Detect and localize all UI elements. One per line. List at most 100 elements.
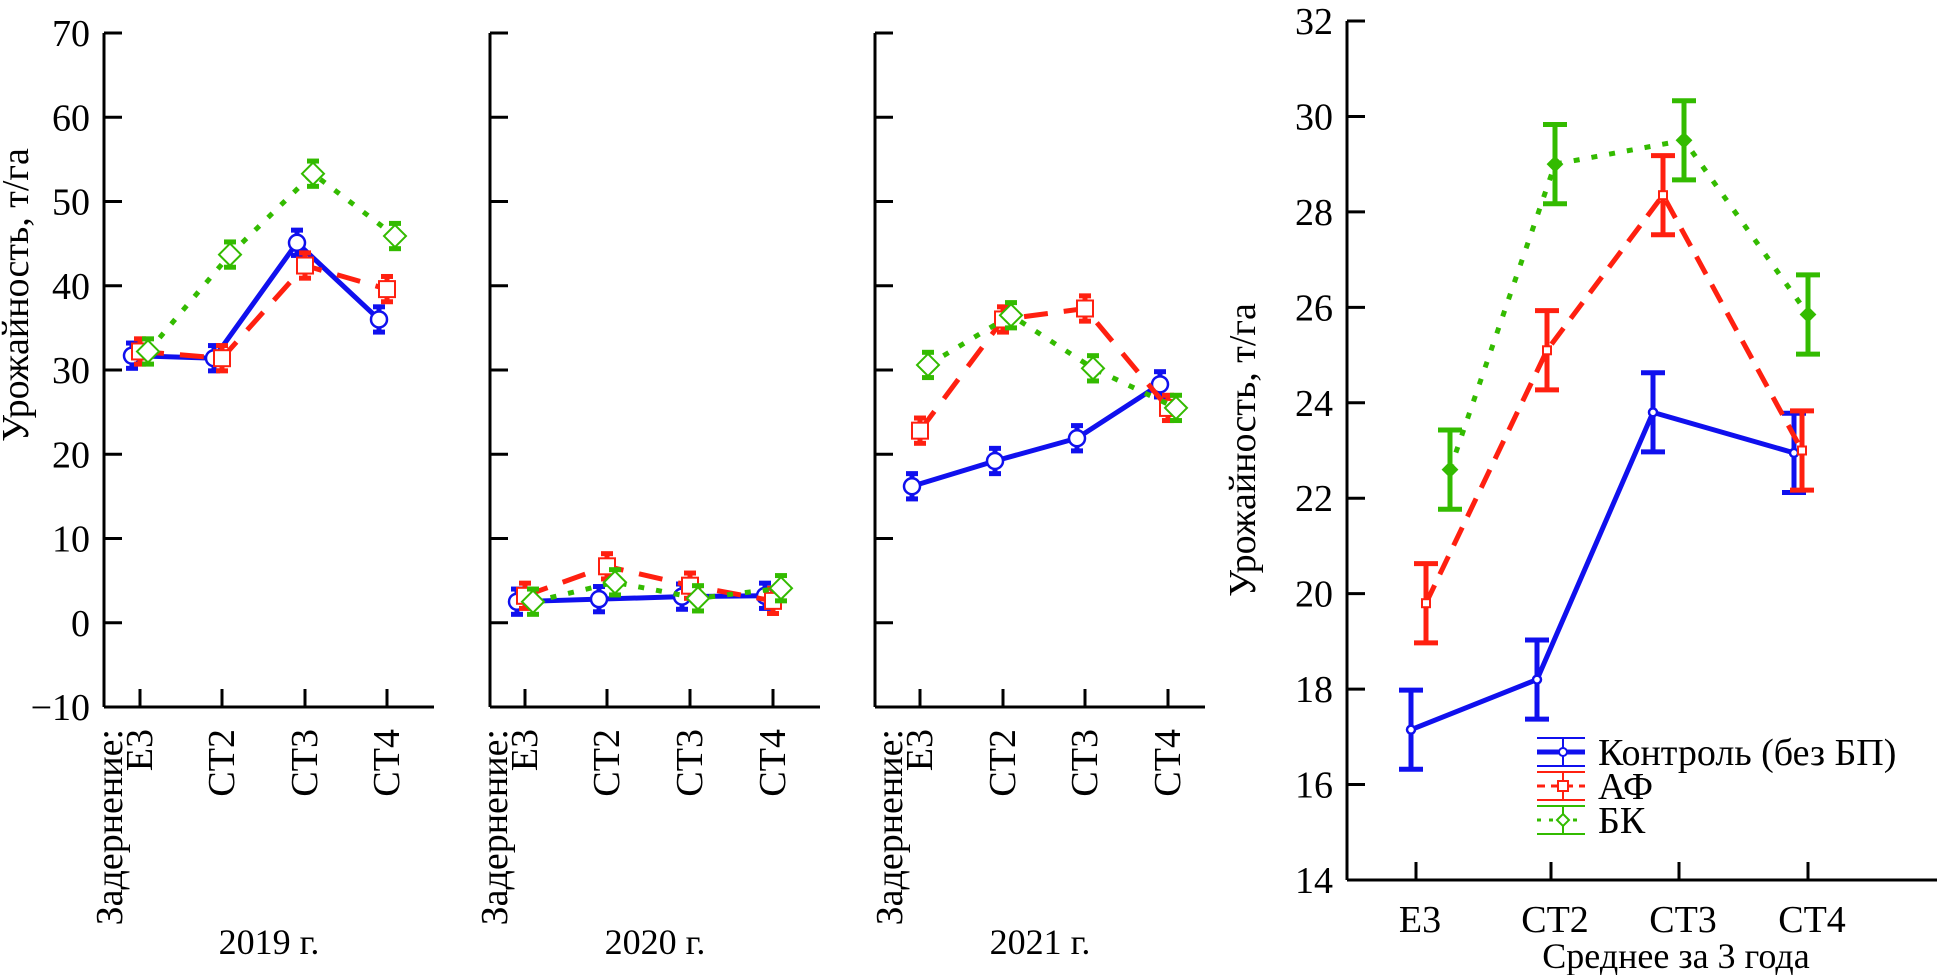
x-axis-title: Среднее за 3 года [1542,936,1809,975]
x-axis-title: 2021 г. [990,922,1091,962]
x-category-label: Е3 [119,729,161,771]
data-point [1076,299,1094,318]
series-af [1414,153,1814,646]
data-point [300,161,326,187]
data-point [296,256,314,275]
data-point [1163,395,1189,421]
legend-marker-diamond-icon [1555,812,1571,828]
data-point [1797,445,1807,456]
x-axis-title: 2019 г. [219,922,320,962]
data-point [1658,190,1668,201]
x-category-label: СТ4 [1147,729,1189,797]
series-line [1423,190,1805,605]
y-tick-label: 0 [71,603,90,645]
data-point [1542,345,1552,356]
y-tick-label: 20 [1295,574,1333,616]
legend-label: Контроль (без БП) [1598,732,1896,774]
series-bk [1438,98,1820,512]
series-bk [135,158,408,367]
series-control [122,227,389,374]
data-point [382,223,408,249]
data-point [213,349,231,368]
y-tick-label: 30 [1295,96,1333,138]
series-bk [520,567,794,617]
x-category-label: СТ4 [366,729,408,797]
x-category-label: СТ3 [669,729,711,797]
x-category-label: СТ2 [586,729,628,797]
x-category-label: СТ4 [752,729,794,797]
series-line [911,382,1162,489]
data-point [217,242,243,267]
data-point [1441,461,1459,479]
data-point [1788,447,1800,459]
series-bk [915,300,1189,424]
data-point [998,302,1024,328]
data-point [685,585,711,611]
y-tick-label: 10 [52,519,90,561]
series-af [516,551,782,616]
series-control [1399,370,1806,772]
x-category-label: СТ4 [1778,899,1846,941]
x-category-label: Е3 [504,729,546,771]
data-point [602,569,628,595]
series-line [532,579,782,605]
x-prefix-label: Задернение: [474,729,516,925]
data-point [1675,131,1693,149]
x-category-label: СТ3 [1649,899,1717,941]
data-point [1150,375,1170,394]
series-line [1410,409,1795,732]
data-point [369,310,389,329]
legend-marker-square-icon [1557,780,1569,792]
y-tick-label: 28 [1295,192,1333,234]
data-point [589,589,609,609]
data-point [1799,306,1817,323]
series-line [1447,137,1811,471]
series-af [911,293,1177,446]
data-point [1405,724,1417,735]
data-point [915,352,941,378]
data-point [1080,355,1106,381]
x-category-label: Е3 [1399,899,1441,941]
data-point [1421,598,1431,609]
series-line [516,593,766,605]
x-prefix-label: Задернение: [869,729,911,925]
x-axis-title: 2020 г. [605,922,706,962]
y-tick-label: 22 [1295,478,1333,520]
data-point [1647,407,1659,418]
y-tick-label: 24 [1295,383,1333,425]
y-tick-label: 60 [52,97,90,139]
series-line [131,239,381,361]
data-point [1531,674,1543,685]
chart-panel-2021: Е3 СТ2 СТ3 СТ4 Задернение: 2021 г. [869,31,1205,962]
data-point [1546,155,1564,173]
y-tick-label: 16 [1295,765,1333,807]
data-point [520,589,546,615]
legend-item: БК [1537,800,1646,842]
legend-marker-circle-icon [1558,747,1568,757]
y-tick-label: 30 [52,350,90,392]
y-tick-label: 70 [52,13,90,55]
legend-item: Контроль (без БП) [1537,732,1896,774]
data-point [985,451,1005,471]
x-category-label: СТ2 [201,729,243,797]
data-point [902,477,922,496]
series-line [926,312,1178,411]
x-category-label: СТ2 [982,729,1024,797]
y-tick-label: 14 [1295,860,1333,902]
y-tick-label: 40 [52,266,90,308]
legend-item: АФ [1537,766,1653,808]
y-tick-label: 32 [1295,1,1333,43]
chart-panel-2020: Е3 СТ2 СТ3 СТ4 Задернение: 2020 г. [474,31,820,962]
x-category-label: СТ3 [1064,729,1106,797]
series-line [917,305,1170,433]
y-tick-label: 50 [52,182,90,224]
series-control [507,580,775,617]
series-control [902,369,1170,502]
series-line [146,170,397,354]
x-category-label: Е3 [899,729,941,771]
legend-label: БК [1598,800,1646,842]
